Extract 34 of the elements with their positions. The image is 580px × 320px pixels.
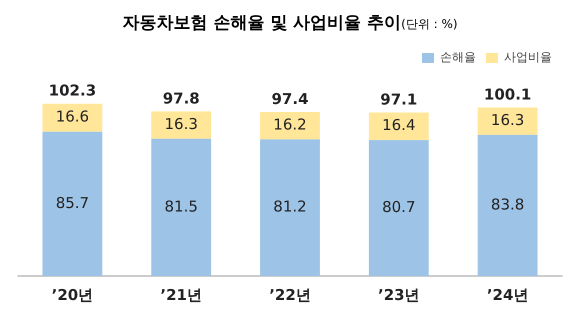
bar <box>478 108 538 135</box>
total-label: 102.3 <box>48 82 96 100</box>
x-tick-label: ’20년 <box>52 286 94 304</box>
chart-title: 자동차보험 손해율 및 사업비율 추이 <box>122 13 402 33</box>
x-tick-label: ’22년 <box>269 286 311 304</box>
x-tick-label: ’23년 <box>378 286 420 304</box>
bar <box>151 111 212 139</box>
bar <box>151 138 212 276</box>
data-label: 85.7 <box>56 194 90 212</box>
bar <box>42 132 102 276</box>
total-label: 97.4 <box>271 90 309 108</box>
data-label: 16.2 <box>273 116 307 134</box>
total-label: 97.8 <box>162 89 200 108</box>
bar <box>368 140 429 276</box>
bar <box>42 104 102 132</box>
data-label: 16.6 <box>56 108 90 126</box>
bar <box>368 112 429 140</box>
total-label: 97.1 <box>380 90 418 108</box>
legend-label: 손해율 <box>440 50 476 64</box>
data-label: 80.7 <box>382 198 416 216</box>
x-tick-label: ’24년 <box>486 286 528 304</box>
data-label: 81.5 <box>164 197 198 216</box>
data-label: 81.2 <box>273 198 307 216</box>
legend-label: 사업비율 <box>504 50 552 64</box>
bar <box>260 139 320 276</box>
data-label: 16.4 <box>382 116 416 134</box>
bar <box>260 112 320 140</box>
data-label: 16.3 <box>164 114 198 133</box>
total-label: 100.1 <box>484 85 532 104</box>
chart-subtitle: (단위 : %) <box>401 17 458 31</box>
data-label: 16.3 <box>490 111 524 130</box>
bar <box>478 134 538 276</box>
x-tick-label: ’21년 <box>160 286 202 304</box>
data-label: 83.8 <box>490 195 524 214</box>
